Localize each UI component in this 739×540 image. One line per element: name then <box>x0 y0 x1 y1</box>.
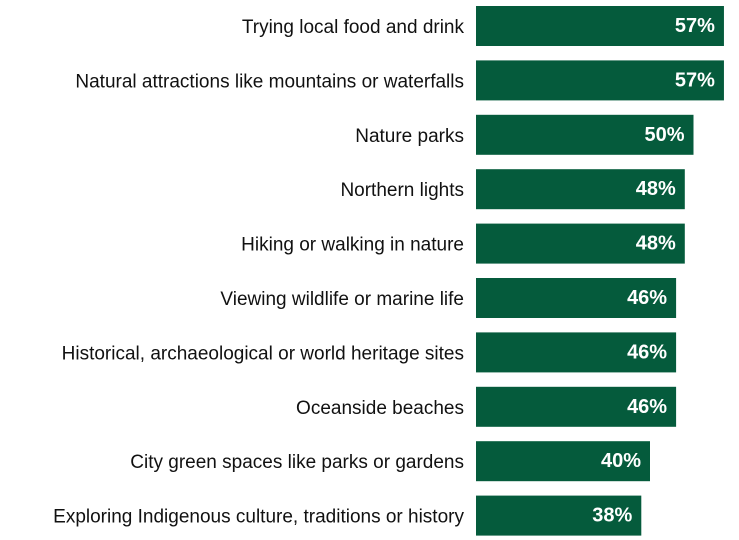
category-label: Oceanside beaches <box>296 398 464 419</box>
bar-6 <box>476 278 677 318</box>
value-label: 40% <box>601 450 641 472</box>
category-label: Natural attractions like mountains or wa… <box>75 71 464 92</box>
category-labels-group: Trying local food and drink Natural attra… <box>53 17 464 528</box>
bar-7 <box>476 332 677 373</box>
value-label: 46% <box>627 341 667 363</box>
category-label: Historical, archaeological or world heri… <box>62 343 464 364</box>
bar-3 <box>476 114 694 155</box>
category-label: City green spaces like parks or gardens <box>130 452 464 473</box>
category-label: Hiking or walking in nature <box>241 235 464 256</box>
value-label: 50% <box>644 124 684 146</box>
value-label: 46% <box>627 287 667 309</box>
bar-1 <box>476 6 724 46</box>
category-label: Nature parks <box>355 126 464 147</box>
bars-group <box>476 6 724 536</box>
bar-8 <box>476 386 677 427</box>
value-label: 57% <box>675 69 715 91</box>
bar-2 <box>476 60 724 101</box>
category-label: Trying local food and drink <box>242 17 465 38</box>
category-label: Viewing wildlife or marine life <box>220 289 464 310</box>
bar-5 <box>476 223 685 264</box>
value-label: 48% <box>636 178 676 200</box>
value-label: 48% <box>636 233 676 255</box>
value-label: 38% <box>592 505 632 527</box>
category-label: Exploring Indigenous culture, traditions… <box>53 507 464 528</box>
bar-4 <box>476 169 685 210</box>
value-label: 46% <box>627 396 667 418</box>
bar-9 <box>476 441 650 482</box>
bar-10 <box>476 495 642 536</box>
value-labels-group: 57% 57% 50% 48% 48% 46% 46% 46% 40% 38% <box>592 15 715 527</box>
category-label: Northern lights <box>340 180 464 201</box>
value-label: 57% <box>675 15 715 37</box>
